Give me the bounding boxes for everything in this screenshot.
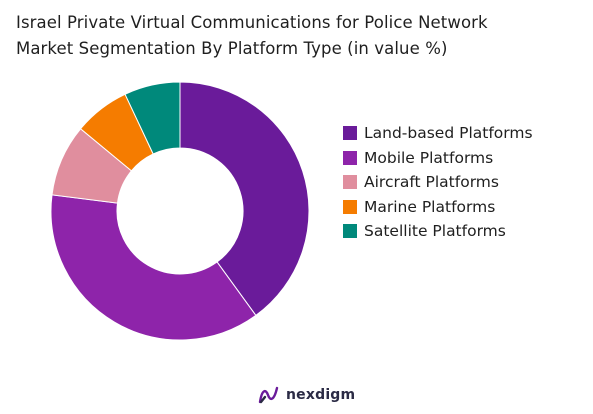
donut-slice-land-based-platforms (179, 81, 310, 317)
legend-label-marine-platforms: Marine Platforms (364, 197, 496, 216)
donut-slices (50, 81, 310, 341)
legend-item-satellite-platforms: Satellite Platforms (343, 219, 533, 244)
legend-label-satellite-platforms: Satellite Platforms (364, 222, 506, 241)
chart-title-line-1: Israel Private Virtual Communications fo… (16, 13, 488, 32)
legend-swatch-land-based-platforms (343, 126, 357, 141)
chart-title-line-2: Market Segmentation By Platform Type (in… (16, 39, 448, 58)
legend-item-marine-platforms: Marine Platforms (343, 195, 533, 220)
legend-label-aircraft-platforms: Aircraft Platforms (364, 173, 499, 192)
legend-item-land-based-platforms: Land-based Platforms (343, 121, 533, 146)
chart-legend: Land-based Platforms Mobile Platforms Airc… (343, 121, 533, 244)
legend-item-aircraft-platforms: Aircraft Platforms (343, 170, 533, 195)
legend-swatch-marine-platforms (343, 199, 357, 214)
legend-label-land-based-platforms: Land-based Platforms (364, 124, 533, 143)
nexdigm-logo-icon (258, 386, 279, 404)
legend-swatch-mobile-platforms (343, 150, 357, 165)
brand-logo: nexdigm (258, 385, 355, 405)
legend-swatch-satellite-platforms (343, 224, 357, 239)
legend-label-mobile-platforms: Mobile Platforms (364, 148, 494, 167)
chart-title: Israel Private Virtual Communications fo… (16, 10, 586, 62)
donut-slice-mobile-platforms (50, 194, 257, 341)
legend-item-mobile-platforms: Mobile Platforms (343, 146, 533, 171)
donut-slice-satellite-platforms (124, 81, 181, 155)
brand-name: nexdigm (286, 387, 356, 403)
legend-swatch-aircraft-platforms (343, 175, 357, 190)
